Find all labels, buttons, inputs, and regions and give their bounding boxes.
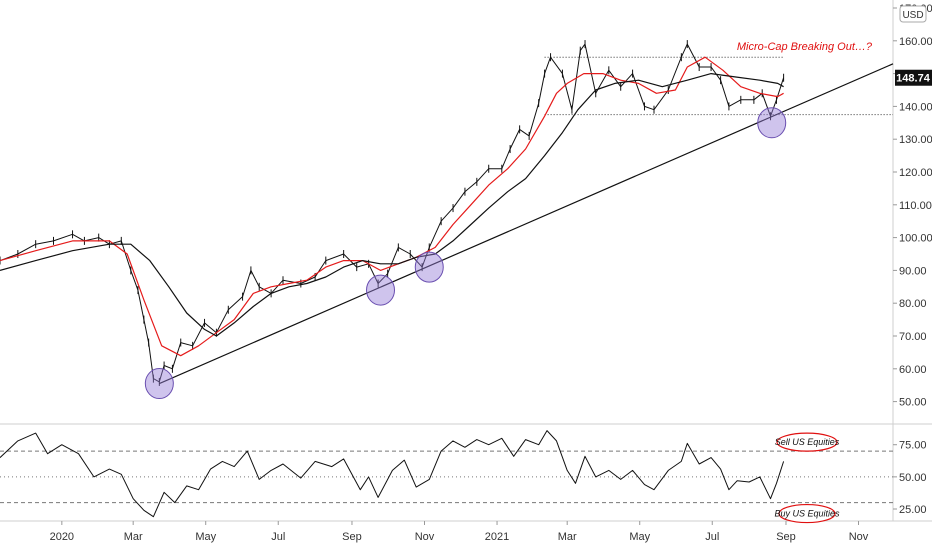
axis-labels: 50.00 60.00 70.00 80.00 90.00 100.00 110.00 120… xyxy=(50,3,932,543)
time-axis-tick-label: May xyxy=(629,531,650,543)
time-axis-tick-label: Nov xyxy=(415,531,435,543)
price-axis-tick-label: 70.00 xyxy=(899,331,927,343)
sell-badge xyxy=(776,432,838,452)
time-axis-tick-label: 2021 xyxy=(485,531,509,543)
price-axis-tick-label: 90.00 xyxy=(899,265,927,277)
highlight-circle xyxy=(414,251,444,283)
price-axis-tick-label: 160.00 xyxy=(899,36,932,48)
reference-lines xyxy=(0,56,893,504)
price-axis-tick-label: 140.00 xyxy=(899,101,932,113)
price-axis-tick-label: 60.00 xyxy=(899,364,927,376)
price-axis-tick-label: 50.00 xyxy=(899,397,927,409)
highlight-circles xyxy=(144,107,787,400)
chart-annotation: Micro-Cap Breaking Out…? xyxy=(737,41,873,53)
sell-badge-label: Sell US Equities xyxy=(775,437,840,447)
last-price-tag xyxy=(895,69,932,86)
rsi-axis-tick-label: 25.00 xyxy=(899,504,927,516)
time-axis-tick-label: Sep xyxy=(342,531,362,543)
price-axis-tick-label: 110.00 xyxy=(899,200,932,212)
time-axis-tick-label: Jul xyxy=(705,531,719,543)
price-axis-tick-label: 130.00 xyxy=(899,134,932,146)
last-price-value: 148.74 xyxy=(896,73,931,85)
rsi-axis-tick-label: 75.00 xyxy=(899,440,927,452)
time-axis-tick-label: Nov xyxy=(849,531,869,543)
price-axis-tick-label: 100.00 xyxy=(899,233,932,245)
fast-moving-average-line xyxy=(0,56,784,357)
rsi-line xyxy=(0,430,785,518)
trendline xyxy=(159,63,894,385)
time-axis-tick-label: 2020 xyxy=(50,531,74,543)
slow-moving-average-line xyxy=(0,73,784,337)
time-axis-tick-label: Jul xyxy=(271,531,285,543)
time-axis-tick-label: May xyxy=(195,531,216,543)
time-axis-tick-label: Mar xyxy=(558,531,577,543)
time-axis-tick-label: Sep xyxy=(776,531,796,543)
currency-badge xyxy=(899,5,927,23)
buy-badge-label: Buy US Equities xyxy=(774,509,840,519)
chart-annotations: USD 148.74 Micro-Cap Breaking Out…? Sell US… xyxy=(737,5,932,524)
highlight-circle xyxy=(144,368,174,400)
rsi-axis-tick-label: 50.00 xyxy=(899,472,927,484)
time-axis-tick-label: Mar xyxy=(124,531,143,543)
price-axis-tick-label: 120.00 xyxy=(899,167,932,179)
highlight-circle xyxy=(366,274,396,306)
buy-badge xyxy=(778,503,836,524)
highlight-circle xyxy=(757,107,787,139)
currency-label: USD xyxy=(902,10,923,21)
price-axis-tick-label: 80.00 xyxy=(899,298,927,310)
